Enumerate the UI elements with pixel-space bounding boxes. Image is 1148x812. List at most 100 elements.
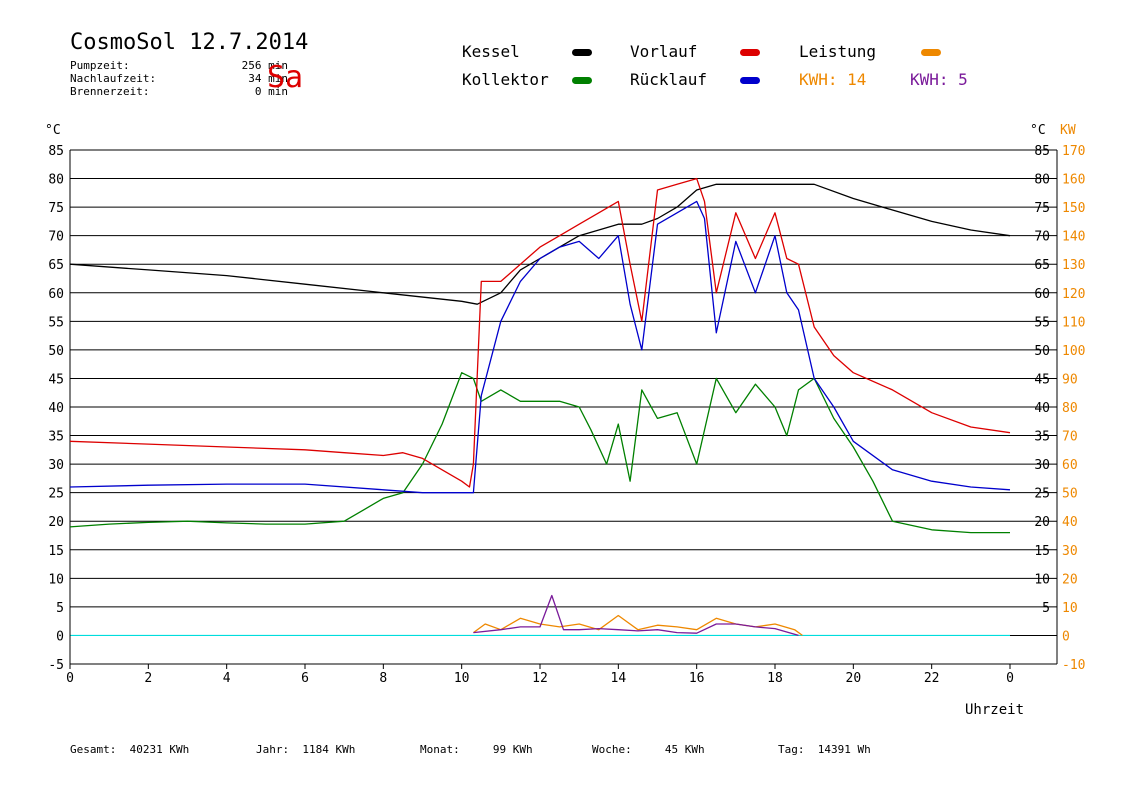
y-tick-left: 20: [48, 515, 64, 530]
y-axis-kw-unit: KW: [1060, 123, 1076, 138]
y-tick-right: 80: [1034, 173, 1050, 188]
axis-ticks: 8580757065605550454035302520151050-58580…: [48, 144, 1085, 686]
y-tick-right: 15: [1034, 544, 1050, 559]
y-tick-right: 45: [1034, 372, 1050, 387]
y-tick-left: 60: [48, 287, 64, 302]
footer-tag: Tag: 14391 Wh: [778, 743, 871, 756]
legend-vorlauf-label: Vorlauf: [630, 42, 698, 61]
y-tick-kw: 120: [1062, 287, 1085, 302]
x-tick-label: 6: [301, 671, 309, 686]
y-tick-right: 50: [1034, 344, 1050, 359]
x-tick-label: 22: [924, 671, 940, 686]
y-tick-left: 65: [48, 258, 64, 273]
y-tick-kw: 130: [1062, 258, 1085, 273]
legend-kollektor-label: Kollektor: [462, 70, 549, 89]
x-tick-label: 0: [66, 671, 74, 686]
y-tick-left: 15: [48, 544, 64, 559]
y-tick-kw: 150: [1062, 201, 1085, 216]
x-tick-label: 12: [532, 671, 548, 686]
y-tick-right: 65: [1034, 258, 1050, 273]
x-tick-label: 20: [846, 671, 862, 686]
legend-kwh-1: KWH: 14: [799, 70, 867, 89]
y-tick-kw: 20: [1062, 572, 1078, 587]
y-tick-right: 75: [1034, 201, 1050, 216]
x-tick-label: 0: [1006, 671, 1014, 686]
series-line-kwh-5: [473, 594, 799, 637]
x-tick-label: 16: [689, 671, 705, 686]
series-line-r-cklauf: [69, 200, 1011, 494]
legend-kwh-2: KWH: 5: [910, 70, 968, 89]
weekday-label: Sa: [267, 60, 304, 95]
x-tick-label: 2: [144, 671, 152, 686]
footer-woche: Woche: 45 KWh: [592, 743, 705, 756]
y-tick-kw: 110: [1062, 315, 1085, 330]
y-tick-right: 70: [1034, 230, 1050, 245]
y-tick-left: -5: [48, 658, 64, 673]
footer-gesamt: Gesamt: 40231 KWh: [70, 743, 190, 756]
y-tick-kw: 60: [1062, 458, 1078, 473]
y-tick-right: 55: [1034, 315, 1050, 330]
y-tick-right: 85: [1034, 144, 1050, 159]
y-tick-right: 25: [1034, 487, 1050, 502]
x-tick-label: 14: [611, 671, 627, 686]
y-axis-right-unit: °C: [1030, 123, 1046, 138]
y-tick-kw: 0: [1062, 629, 1070, 644]
y-tick-right: 40: [1034, 401, 1050, 416]
footer-monat: Monat: 99 KWh: [420, 743, 533, 756]
plot-frame: [69, 150, 1058, 665]
y-tick-right: 60: [1034, 287, 1050, 302]
x-tick-label: 18: [767, 671, 783, 686]
y-tick-kw: 50: [1062, 487, 1078, 502]
series-line-leistung: [473, 614, 803, 636]
y-tick-kw: 160: [1062, 173, 1085, 188]
y-tick-kw: 40: [1062, 515, 1078, 530]
y-tick-right: 35: [1034, 430, 1050, 445]
y-tick-kw: 100: [1062, 344, 1085, 359]
y-tick-left: 85: [48, 144, 64, 159]
legend-kessel-label: Kessel: [462, 42, 520, 61]
y-tick-right: 5: [1042, 601, 1050, 616]
y-tick-left: 70: [48, 230, 64, 245]
y-axis-left-unit: °C: [45, 123, 61, 138]
x-tick-label: 4: [223, 671, 231, 686]
y-tick-kw: 30: [1062, 544, 1078, 559]
legend-vorlauf-swatch: [740, 49, 760, 56]
y-tick-kw: 80: [1062, 401, 1078, 416]
y-tick-kw: 170: [1062, 144, 1085, 159]
series-line-kessel: [69, 183, 1011, 305]
y-tick-left: 30: [48, 458, 64, 473]
legend-leistung-label: Leistung: [799, 42, 877, 61]
y-tick-left: 35: [48, 430, 64, 445]
y-tick-kw: 10: [1062, 601, 1078, 616]
series-line-vorlauf: [69, 177, 1011, 488]
stat-pumpzeit: Pumpzeit: 256 min: [70, 59, 288, 72]
y-tick-kw: 70: [1062, 430, 1078, 445]
y-tick-kw: 90: [1062, 372, 1078, 387]
legend-ruecklauf-swatch: [740, 77, 760, 84]
x-tick-label: 10: [454, 671, 470, 686]
y-tick-left: 10: [48, 572, 64, 587]
grid-lines: [70, 149, 1057, 637]
y-tick-left: 45: [48, 372, 64, 387]
y-tick-left: 50: [48, 344, 64, 359]
chart-title: CosmoSol 12.7.2014: [70, 30, 309, 55]
x-tick-label: 8: [379, 671, 387, 686]
y-tick-kw: -10: [1062, 658, 1085, 673]
y-tick-left: 75: [48, 201, 64, 216]
stat-brennerzeit: Brennerzeit: 0 min: [70, 85, 288, 98]
y-tick-left: 40: [48, 401, 64, 416]
y-tick-left: 0: [56, 629, 64, 644]
legend-leistung-swatch: [921, 49, 941, 56]
y-tick-left: 5: [56, 601, 64, 616]
stat-nachlaufzeit: Nachlaufzeit: 34 min: [70, 72, 288, 85]
y-tick-left: 25: [48, 487, 64, 502]
y-tick-left: 55: [48, 315, 64, 330]
y-tick-right: 30: [1034, 458, 1050, 473]
x-axis-label: Uhrzeit: [965, 702, 1025, 718]
legend-ruecklauf-label: Rücklauf: [630, 70, 708, 89]
series-lines: [69, 177, 1011, 637]
y-tick-left: 80: [48, 173, 64, 188]
footer-jahr: Jahr: 1184 KWh: [256, 743, 356, 756]
legend-kessel-swatch: [572, 49, 592, 56]
